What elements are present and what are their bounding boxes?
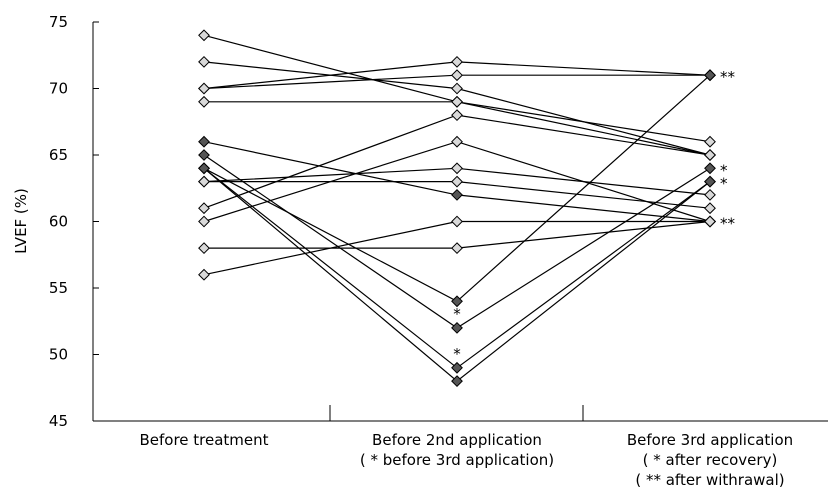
data-point-marker xyxy=(451,82,463,95)
data-point-marker xyxy=(451,55,463,68)
data-point-marker xyxy=(451,109,463,122)
significance-mark: * xyxy=(720,175,728,193)
y-tick-label: 45 xyxy=(49,412,68,430)
y-tick-label: 75 xyxy=(49,13,68,31)
data-point-marker xyxy=(451,375,463,388)
data-point-marker xyxy=(704,202,716,215)
data-point-marker xyxy=(198,149,210,161)
data-point-marker xyxy=(704,175,716,188)
data-point-marker xyxy=(198,268,210,281)
x-category-label: Before 3rd application( * after recovery… xyxy=(627,431,793,489)
data-point-marker xyxy=(198,202,210,215)
y-tick-label: 55 xyxy=(49,279,68,297)
y-tick-label: 70 xyxy=(49,80,68,98)
data-point-marker xyxy=(198,82,210,95)
data-point-marker xyxy=(198,242,210,255)
significance-mark: * xyxy=(720,161,728,179)
axes: 45 50 55 60 65 70 75 Before treatment Before 2nd… xyxy=(49,13,828,489)
data-point-marker xyxy=(704,135,716,148)
series-line xyxy=(203,74,711,303)
data-point-marker xyxy=(704,149,716,161)
series-line xyxy=(204,101,711,143)
data-point-marker xyxy=(451,175,463,188)
x-category-label: Before 2nd application( * before 3rd app… xyxy=(360,431,554,469)
data-point-marker xyxy=(198,162,210,175)
x-category-label: Before treatment xyxy=(139,431,268,449)
data-point-marker xyxy=(198,29,210,42)
data-point-marker xyxy=(451,215,463,228)
data-point-marker xyxy=(451,135,463,148)
data-point-marker xyxy=(198,55,210,68)
series-group: ******** xyxy=(198,29,736,388)
data-point-marker xyxy=(451,295,463,308)
significance-mark: * xyxy=(453,345,461,363)
data-point-marker xyxy=(451,162,463,175)
data-point-marker xyxy=(451,69,463,82)
data-point-marker xyxy=(198,175,210,188)
data-point-marker xyxy=(451,321,463,334)
y-tick-label: 65 xyxy=(49,146,68,164)
y-axis-label: LVEF (%) xyxy=(12,188,30,254)
data-point-marker xyxy=(704,162,716,175)
y-tick-label: 50 xyxy=(49,346,68,364)
data-point-marker xyxy=(451,242,463,255)
significance-mark: ** xyxy=(720,215,736,233)
data-point-marker xyxy=(451,95,463,108)
data-point-marker xyxy=(198,95,210,108)
data-point-marker xyxy=(451,188,463,201)
significance-mark: * xyxy=(453,305,461,323)
data-point-marker xyxy=(704,215,716,228)
data-point-marker xyxy=(198,135,210,148)
y-tick-label: 60 xyxy=(49,213,68,231)
data-point-marker xyxy=(704,188,716,201)
data-point-marker xyxy=(704,69,716,82)
significance-mark: ** xyxy=(720,68,736,86)
data-point-marker xyxy=(451,361,463,374)
data-point-marker xyxy=(198,215,210,228)
